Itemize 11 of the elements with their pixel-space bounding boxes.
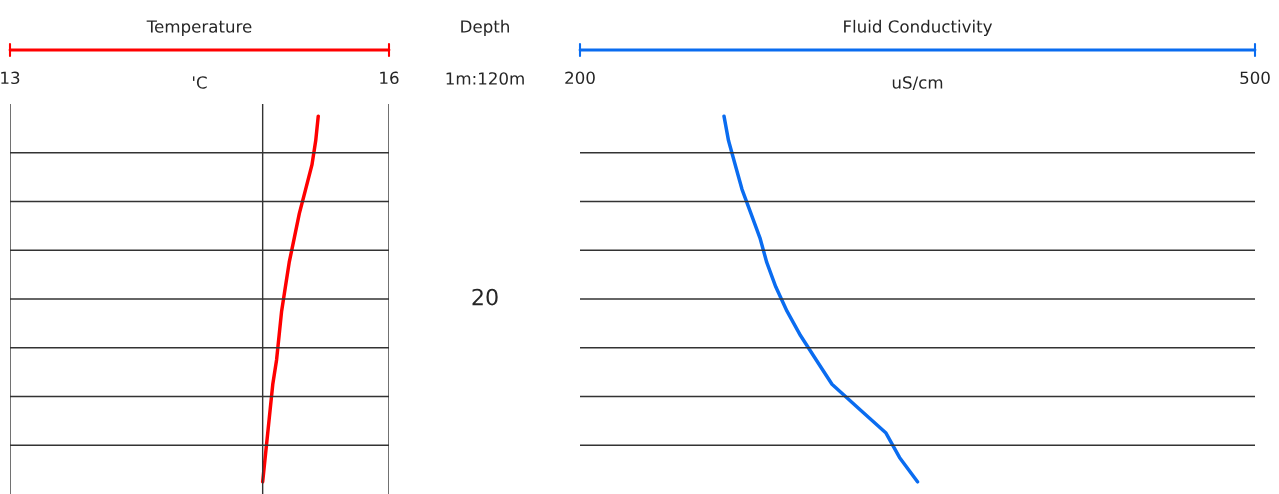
chart-title: Fluid Conductivity: [844, 19, 993, 36]
x-tick-label: 16: [380, 71, 399, 85]
chart-title: Temperature: [146, 20, 252, 36]
x-tick-label: 13: [1, 71, 20, 85]
text: 1m:120m: [446, 72, 524, 85]
x-tick-label: 200: [565, 71, 595, 85]
x-axis-title: uS/cm: [892, 76, 943, 91]
x-axis-title: 'C: [192, 76, 207, 89]
x-tick-label: 500: [1240, 71, 1270, 85]
y-axis-title: Depth: [461, 19, 509, 36]
text: 20: [472, 288, 498, 306]
